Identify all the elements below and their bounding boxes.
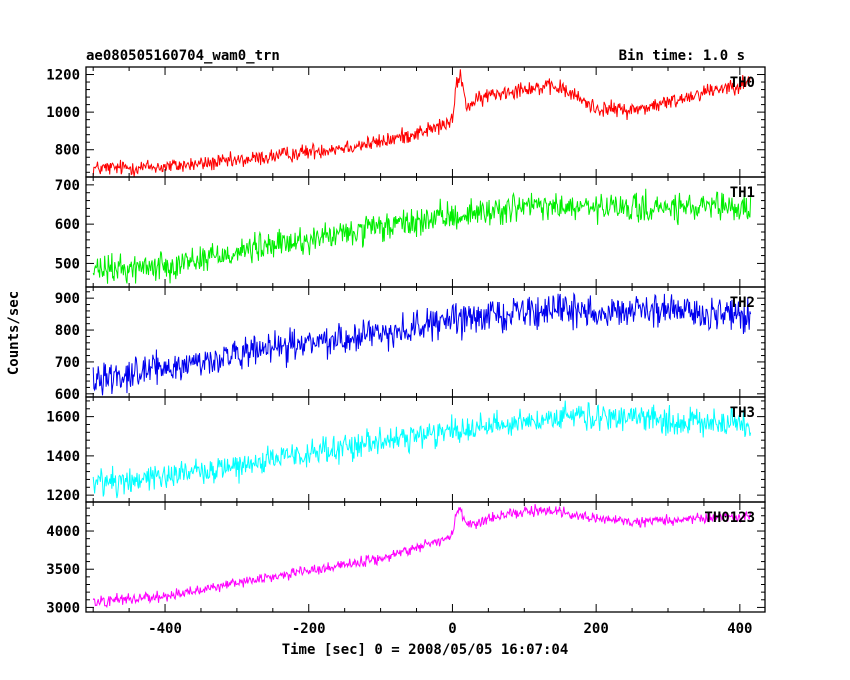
series-label-th3: TH3 bbox=[730, 405, 755, 421]
y-tick-label: 600 bbox=[55, 217, 80, 233]
y-tick-label: 600 bbox=[55, 387, 80, 403]
y-tick-label: 3000 bbox=[46, 600, 80, 616]
panel-th1: 500 600 700 TH1 bbox=[55, 176, 766, 288]
y-tick-label: 4000 bbox=[46, 524, 80, 540]
panel-th0: 800 1000 1200 TH0 bbox=[46, 66, 766, 178]
y-tick-label: 1000 bbox=[46, 105, 80, 121]
series-label-th2: TH2 bbox=[730, 295, 755, 311]
y-tick-label: 800 bbox=[55, 143, 80, 159]
panel-th3: 1200 1400 1600 TH3 bbox=[46, 396, 766, 504]
y-tick-label: 1200 bbox=[46, 68, 80, 84]
x-tick-label: 200 bbox=[583, 621, 608, 637]
series-label-th0123: TH0123 bbox=[704, 510, 755, 526]
y-tick-label: 500 bbox=[55, 256, 80, 272]
panel-th2: 600 700 800 900 TH2 bbox=[55, 286, 766, 403]
x-tick-label: 400 bbox=[727, 621, 752, 637]
y-tick-label: 700 bbox=[55, 178, 80, 194]
x-tick-label: -200 bbox=[292, 621, 326, 637]
y-tick-label: 800 bbox=[55, 323, 80, 339]
series-line-th3 bbox=[92, 400, 752, 499]
y-axis-label: Counts/sec bbox=[6, 291, 22, 375]
bin-time-label: Bin time: 1.0 s bbox=[619, 48, 745, 64]
panels-group: 800 1000 1200 TH0 500 600 700 TH1 600 700 800 900 TH… bbox=[46, 66, 766, 637]
y-tick-label: 3500 bbox=[46, 562, 80, 578]
chart-title: ae080505160704_wam0_trn bbox=[86, 48, 280, 64]
x-tick-label: -400 bbox=[148, 621, 182, 637]
series-line-th0123 bbox=[92, 504, 752, 609]
series-line-th2 bbox=[92, 291, 752, 396]
y-tick-label: 900 bbox=[55, 291, 80, 307]
x-axis-label: Time [sec] 0 = 2008/05/05 16:07:04 bbox=[282, 642, 569, 658]
y-tick-label: 700 bbox=[55, 355, 80, 371]
series-line-th0 bbox=[92, 69, 751, 177]
series-line-th1 bbox=[92, 188, 752, 284]
panel-th0123: 3000 3500 4000 TH0123 bbox=[46, 501, 766, 616]
panel-frame bbox=[85, 501, 766, 613]
panel-frame bbox=[85, 176, 766, 288]
panel-frame bbox=[85, 66, 766, 178]
y-tick-label: 1400 bbox=[46, 449, 80, 465]
x-tick-label: 0 bbox=[448, 621, 456, 637]
y-tick-label: 1600 bbox=[46, 410, 80, 426]
y-tick-label: 1200 bbox=[46, 488, 80, 504]
series-label-th1: TH1 bbox=[730, 185, 755, 201]
series-label-th0: TH0 bbox=[730, 75, 755, 91]
panel-frame bbox=[85, 396, 766, 503]
